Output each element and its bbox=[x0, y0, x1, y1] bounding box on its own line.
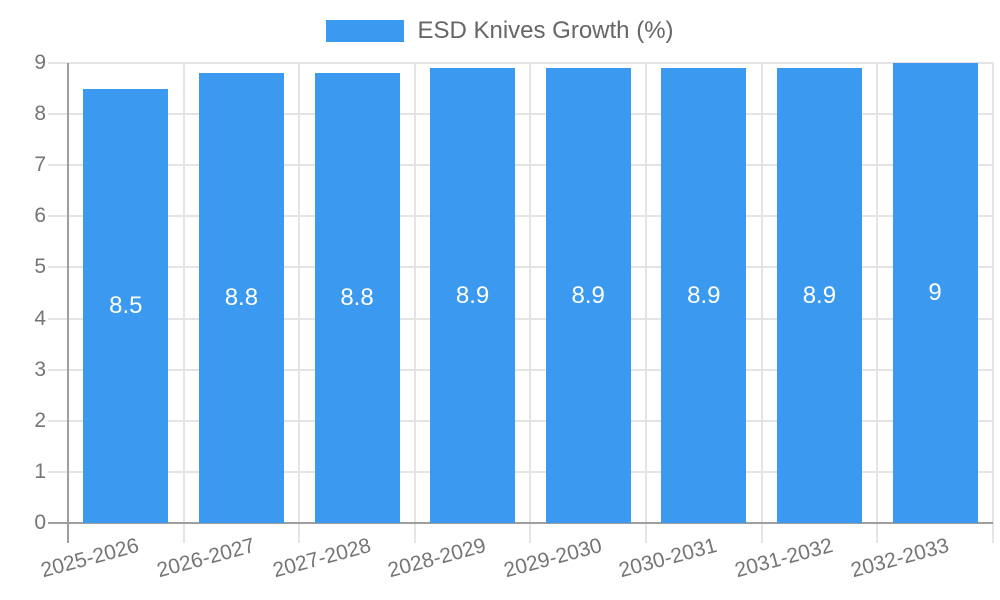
x-tick-label: 2032-2033 bbox=[847, 534, 951, 583]
vertical-gridline bbox=[645, 63, 647, 543]
y-tick-label: 4 bbox=[34, 306, 46, 330]
y-axis-line bbox=[67, 63, 69, 543]
x-tick-label: 2031-2032 bbox=[732, 534, 836, 583]
x-tick-label: 2025-2026 bbox=[38, 534, 142, 583]
y-tick-label: 6 bbox=[34, 204, 46, 228]
x-tick-label: 2029-2030 bbox=[501, 534, 605, 583]
bar-value-label: 9 bbox=[928, 278, 942, 306]
vertical-gridline bbox=[760, 63, 763, 543]
horizontal-gridline bbox=[48, 215, 993, 218]
horizontal-gridline bbox=[48, 470, 993, 473]
x-tick-label: 2028-2029 bbox=[385, 534, 489, 583]
y-tick-label: 5 bbox=[34, 255, 46, 279]
bar[interactable] bbox=[198, 73, 284, 523]
horizontal-gridline bbox=[48, 317, 993, 320]
bar[interactable] bbox=[430, 68, 516, 523]
bar-value-label: 8.8 bbox=[340, 284, 374, 312]
vertical-gridline bbox=[876, 63, 879, 543]
vertical-gridline bbox=[413, 63, 416, 543]
bar-value-label: 8.9 bbox=[687, 281, 721, 309]
vertical-gridline bbox=[529, 63, 532, 543]
vertical-gridline bbox=[991, 63, 994, 543]
bar-value-label: 8.5 bbox=[109, 291, 143, 319]
horizontal-gridline bbox=[48, 368, 993, 371]
bar[interactable] bbox=[83, 88, 169, 523]
y-tick-label: 8 bbox=[34, 102, 46, 126]
bar-value-label: 8.9 bbox=[455, 281, 490, 309]
bar[interactable] bbox=[545, 68, 631, 523]
bar[interactable] bbox=[661, 68, 747, 523]
horizontal-gridline bbox=[48, 266, 993, 269]
y-tick-label: 1 bbox=[34, 459, 46, 483]
vertical-gridline bbox=[182, 63, 185, 543]
x-tick-label: 2030-2031 bbox=[616, 534, 720, 583]
y-tick-label: 3 bbox=[34, 357, 46, 381]
legend-swatch[interactable] bbox=[326, 20, 405, 42]
x-axis-line bbox=[48, 521, 993, 524]
horizontal-gridline bbox=[48, 113, 993, 116]
horizontal-gridline bbox=[48, 62, 993, 64]
y-tick-label: 7 bbox=[34, 153, 46, 177]
x-tick-label: 2026-2027 bbox=[154, 534, 258, 583]
legend-label[interactable]: ESD Knives Growth (%) bbox=[417, 17, 674, 44]
vertical-gridline bbox=[298, 63, 301, 543]
y-tick-label: 0 bbox=[34, 510, 46, 534]
legend: ESD Knives Growth (%) bbox=[0, 18, 1000, 44]
x-tick-label: 2027-2028 bbox=[269, 534, 373, 583]
bar[interactable] bbox=[314, 73, 400, 523]
y-tick-label: 9 bbox=[34, 51, 46, 74]
bar-value-label: 8.9 bbox=[802, 281, 837, 309]
y-tick-label: 2 bbox=[34, 408, 46, 432]
bar[interactable] bbox=[776, 68, 862, 523]
bar-value-label: 8.9 bbox=[571, 281, 605, 309]
horizontal-gridline bbox=[48, 164, 993, 167]
bar[interactable] bbox=[892, 63, 978, 523]
bar-value-label: 8.8 bbox=[224, 284, 259, 312]
horizontal-gridline bbox=[48, 419, 993, 422]
